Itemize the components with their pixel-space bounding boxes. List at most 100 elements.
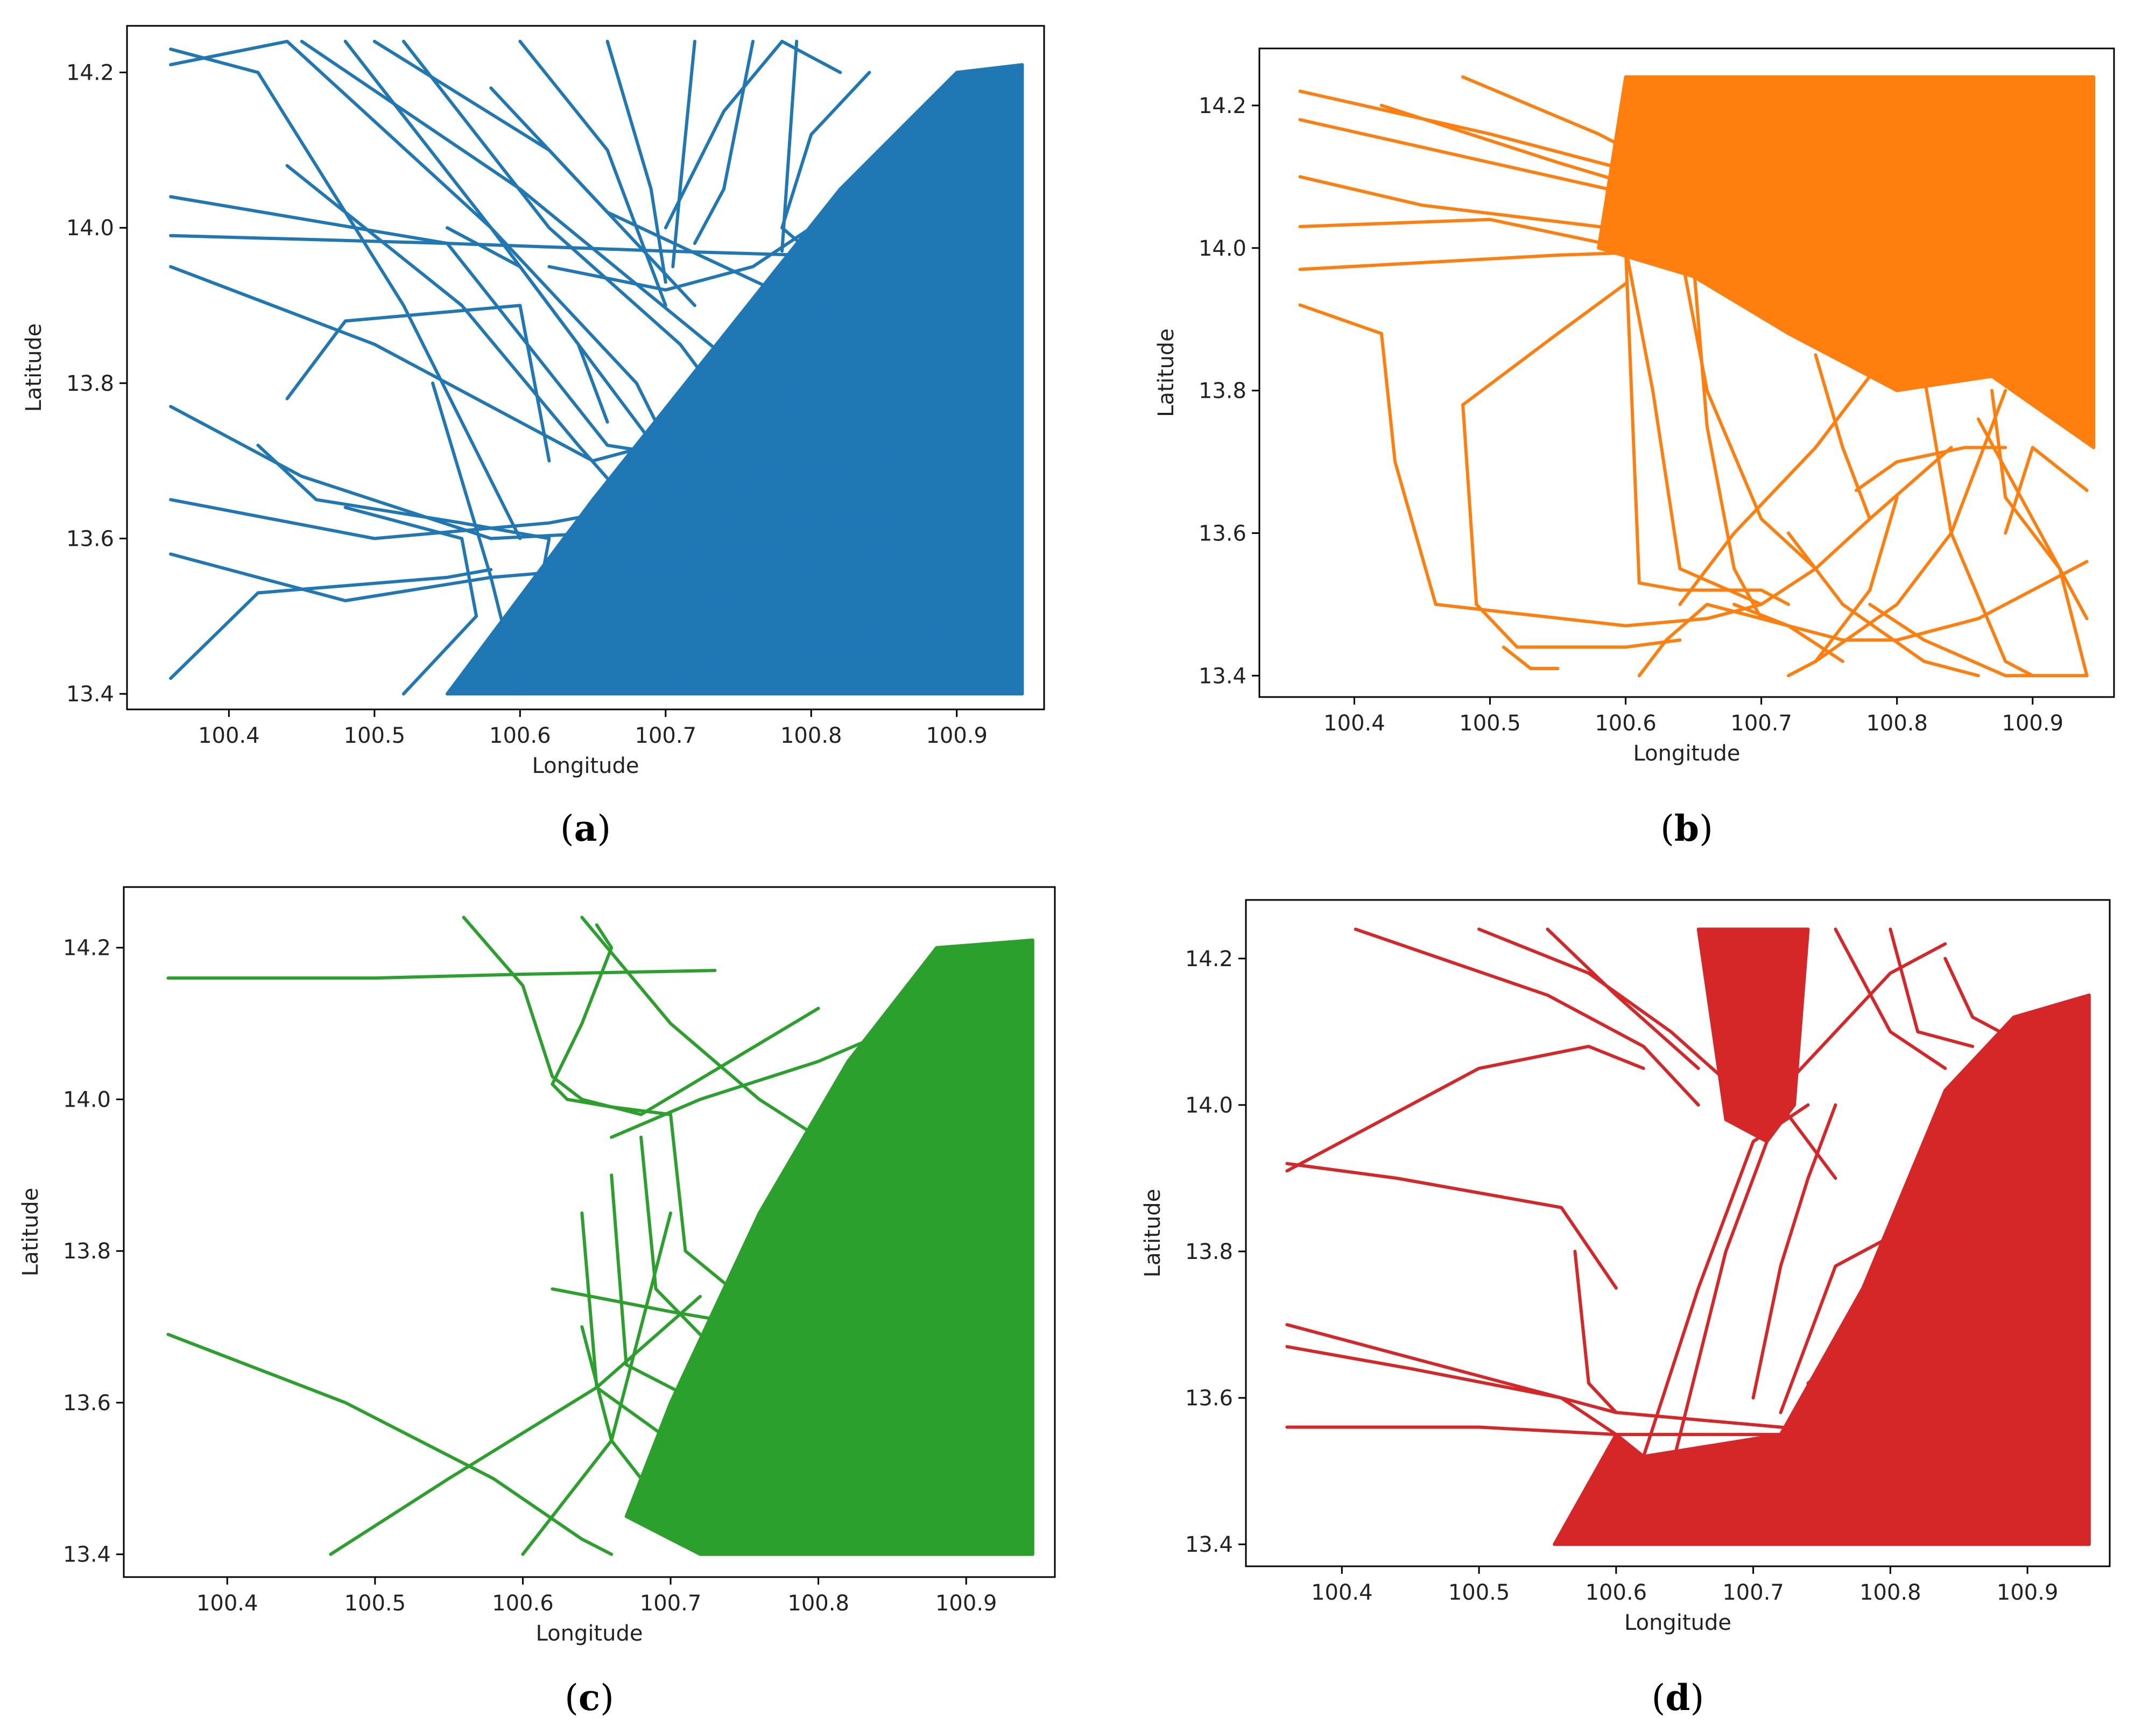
x-tick-label: 100.4 — [198, 723, 260, 748]
y-tick-label: 13.4 — [63, 1543, 111, 1567]
x-tick-label: 100.4 — [1323, 711, 1385, 736]
trajectory-line — [343, 39, 696, 502]
trajectory-line — [669, 1310, 791, 1518]
chart-panel-c: 100.4 100.5 100.6 100.7 100.8 100.9 13.4 13.6 13… — [18, 886, 1056, 1719]
trajectory-line — [1298, 175, 1763, 250]
trajectory-line — [1285, 1045, 1645, 1173]
trajectory-line — [664, 552, 900, 618]
trajectory-line — [1285, 1323, 1618, 1437]
x-tick-label: 100.5 — [1448, 1580, 1510, 1605]
x-tick-label: 100.8 — [780, 723, 842, 748]
x-tick-label: 100.6 — [1595, 711, 1657, 736]
trajectory-line — [169, 234, 929, 261]
x-tick-label: 100.7 — [1730, 711, 1792, 736]
trajectory-line — [1732, 602, 1899, 642]
panel-caption: (d) — [1652, 1677, 1704, 1719]
trajectory-line — [1751, 1411, 1865, 1488]
x-tick-label: 100.5 — [344, 1591, 406, 1616]
plot-area — [1298, 75, 2096, 678]
chart-panel-d: 100.4 100.5 100.6 100.7 100.8 100.9 13.4 13.6 13… — [1140, 899, 2111, 1719]
trajectory-line — [1502, 645, 1560, 670]
trajectory-line — [610, 1022, 909, 1139]
trajectory-line — [1624, 246, 1763, 606]
x-tick-label: 100.7 — [1722, 1580, 1784, 1605]
trajectory-line — [1546, 927, 1700, 1070]
trajectory-line — [1637, 602, 1844, 678]
y-tick-label: 13.8 — [1199, 379, 1246, 404]
x-tick-label: 100.9 — [935, 1591, 997, 1616]
axes-frame — [123, 886, 1056, 1578]
axes-frame — [1258, 47, 2115, 698]
y-tick-label: 13.8 — [66, 371, 114, 396]
chart-panel-b: 100.4 100.5 100.6 100.7 100.8 100.9 13.4 13.6 13… — [1154, 47, 2115, 849]
y-tick-label: 14.0 — [1185, 1093, 1233, 1118]
trajectory-line — [169, 537, 959, 602]
x-tick-label: 100.6 — [492, 1591, 554, 1616]
trajectory-line — [639, 1135, 850, 1389]
y-axis-label: Latitude — [1140, 1189, 1165, 1278]
axes-frame — [1245, 899, 2111, 1567]
trajectory-line — [1889, 1381, 2084, 1437]
trajectory-line — [1461, 75, 1682, 179]
y-tick-label: 13.6 — [1185, 1386, 1233, 1411]
y-tick-label: 13.4 — [66, 682, 114, 707]
trajectory-line — [1641, 1103, 1810, 1458]
trajectory-line — [547, 575, 959, 680]
trajectory-line — [518, 39, 667, 307]
y-tick-label: 14.2 — [66, 61, 114, 86]
trajectory-line — [1285, 1345, 1618, 1415]
trajectory-line — [256, 444, 551, 696]
trajectory-line — [1751, 942, 1947, 1122]
trajectory-line — [166, 969, 717, 980]
x-axis-label: Longitude — [532, 754, 639, 778]
trajectory-line — [1943, 956, 2002, 1033]
trajectory-line — [1624, 246, 1790, 606]
y-axis-label: Latitude — [18, 1188, 43, 1277]
trajectory-line — [1787, 389, 2007, 678]
panel-caption: (b) — [1660, 807, 1713, 849]
dense-trajectory-region — [446, 63, 1024, 696]
trajectory-line — [1751, 1103, 1837, 1400]
chart-panel-a: 100.4 100.5 100.6 100.7 100.8 100.9 13.4 13.6 13… — [22, 25, 1045, 849]
y-tick-label: 13.4 — [1199, 664, 1246, 688]
trajectory-line — [669, 1113, 879, 1329]
trajectory-line — [1298, 246, 1763, 271]
x-tick-label: 100.8 — [1866, 711, 1928, 736]
trajectory-line — [1285, 1162, 1618, 1290]
trajectory-line — [1461, 403, 1682, 649]
trajectory-line — [1298, 89, 1654, 179]
trajectory-line — [547, 187, 871, 292]
trajectory-line — [664, 39, 842, 230]
trajectory-line — [169, 47, 522, 540]
y-axis-label: Latitude — [22, 323, 46, 412]
plot-area — [1285, 927, 2091, 1546]
x-tick-label: 100.7 — [635, 723, 697, 748]
y-tick-label: 14.2 — [1185, 947, 1233, 972]
trajectory-line — [1298, 303, 1763, 628]
trajectory-line — [1889, 927, 1975, 1049]
trajectory-line — [521, 1211, 672, 1556]
dense-trajectory-region — [1553, 993, 2091, 1546]
y-tick-label: 14.0 — [63, 1087, 111, 1112]
trajectory-line — [343, 505, 478, 696]
y-axis-label: Latitude — [1154, 328, 1179, 417]
trajectory-line — [551, 1082, 672, 1116]
y-tick-label: 14.2 — [63, 936, 111, 961]
trajectory-line — [2004, 446, 2089, 535]
trajectory-line — [639, 1007, 820, 1116]
y-tick-label: 14.0 — [66, 216, 114, 241]
trajectory-line — [1678, 246, 1817, 571]
trajectory-line — [169, 39, 667, 463]
axes-frame — [126, 25, 1045, 710]
trajectory-line — [722, 428, 959, 525]
trajectory-line — [1895, 560, 2089, 642]
y-tick-label: 13.6 — [66, 527, 114, 552]
trajectory-line — [1669, 1103, 1782, 1473]
dense-trajectory-region — [624, 938, 1034, 1556]
trajectory-line — [401, 39, 711, 385]
x-axis-label: Longitude — [1624, 1610, 1731, 1635]
x-axis-label: Longitude — [1633, 741, 1741, 766]
trajectory-line — [605, 39, 667, 284]
trajectory-line — [169, 405, 959, 540]
